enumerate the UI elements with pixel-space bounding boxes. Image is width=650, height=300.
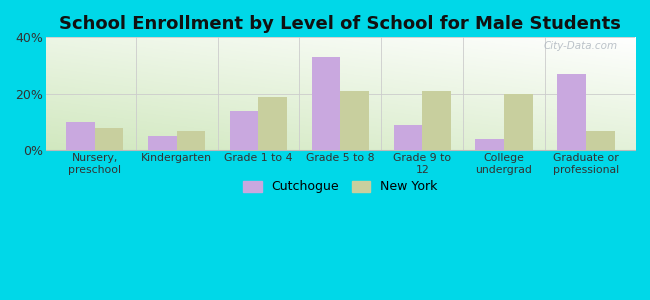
Bar xyxy=(341,91,369,150)
Bar xyxy=(422,91,451,150)
Bar xyxy=(557,74,586,150)
Legend: Cutchogue, New York: Cutchogue, New York xyxy=(238,176,443,198)
Bar xyxy=(177,130,205,150)
Text: City-Data.com: City-Data.com xyxy=(543,41,618,51)
Bar xyxy=(504,94,533,150)
Bar xyxy=(66,122,95,150)
Bar xyxy=(586,130,614,150)
Bar xyxy=(230,111,259,150)
Bar xyxy=(475,139,504,150)
Bar xyxy=(259,97,287,150)
Bar xyxy=(95,128,124,150)
Bar xyxy=(312,57,341,150)
Bar xyxy=(393,125,422,150)
Title: School Enrollment by Level of School for Male Students: School Enrollment by Level of School for… xyxy=(59,15,621,33)
Bar xyxy=(148,136,177,150)
